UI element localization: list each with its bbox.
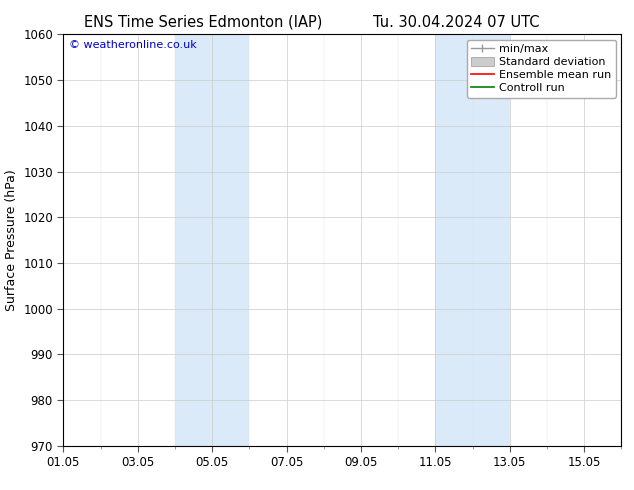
- Bar: [175, 34, 249, 446]
- Text: © weatheronline.co.uk: © weatheronline.co.uk: [69, 41, 197, 50]
- Text: ENS Time Series Edmonton (IAP): ENS Time Series Edmonton (IAP): [84, 15, 322, 30]
- Text: Tu. 30.04.2024 07 UTC: Tu. 30.04.2024 07 UTC: [373, 15, 540, 30]
- Legend: min/max, Standard deviation, Ensemble mean run, Controll run: min/max, Standard deviation, Ensemble me…: [467, 40, 616, 98]
- Y-axis label: Surface Pressure (hPa): Surface Pressure (hPa): [4, 169, 18, 311]
- Bar: [436, 34, 510, 446]
